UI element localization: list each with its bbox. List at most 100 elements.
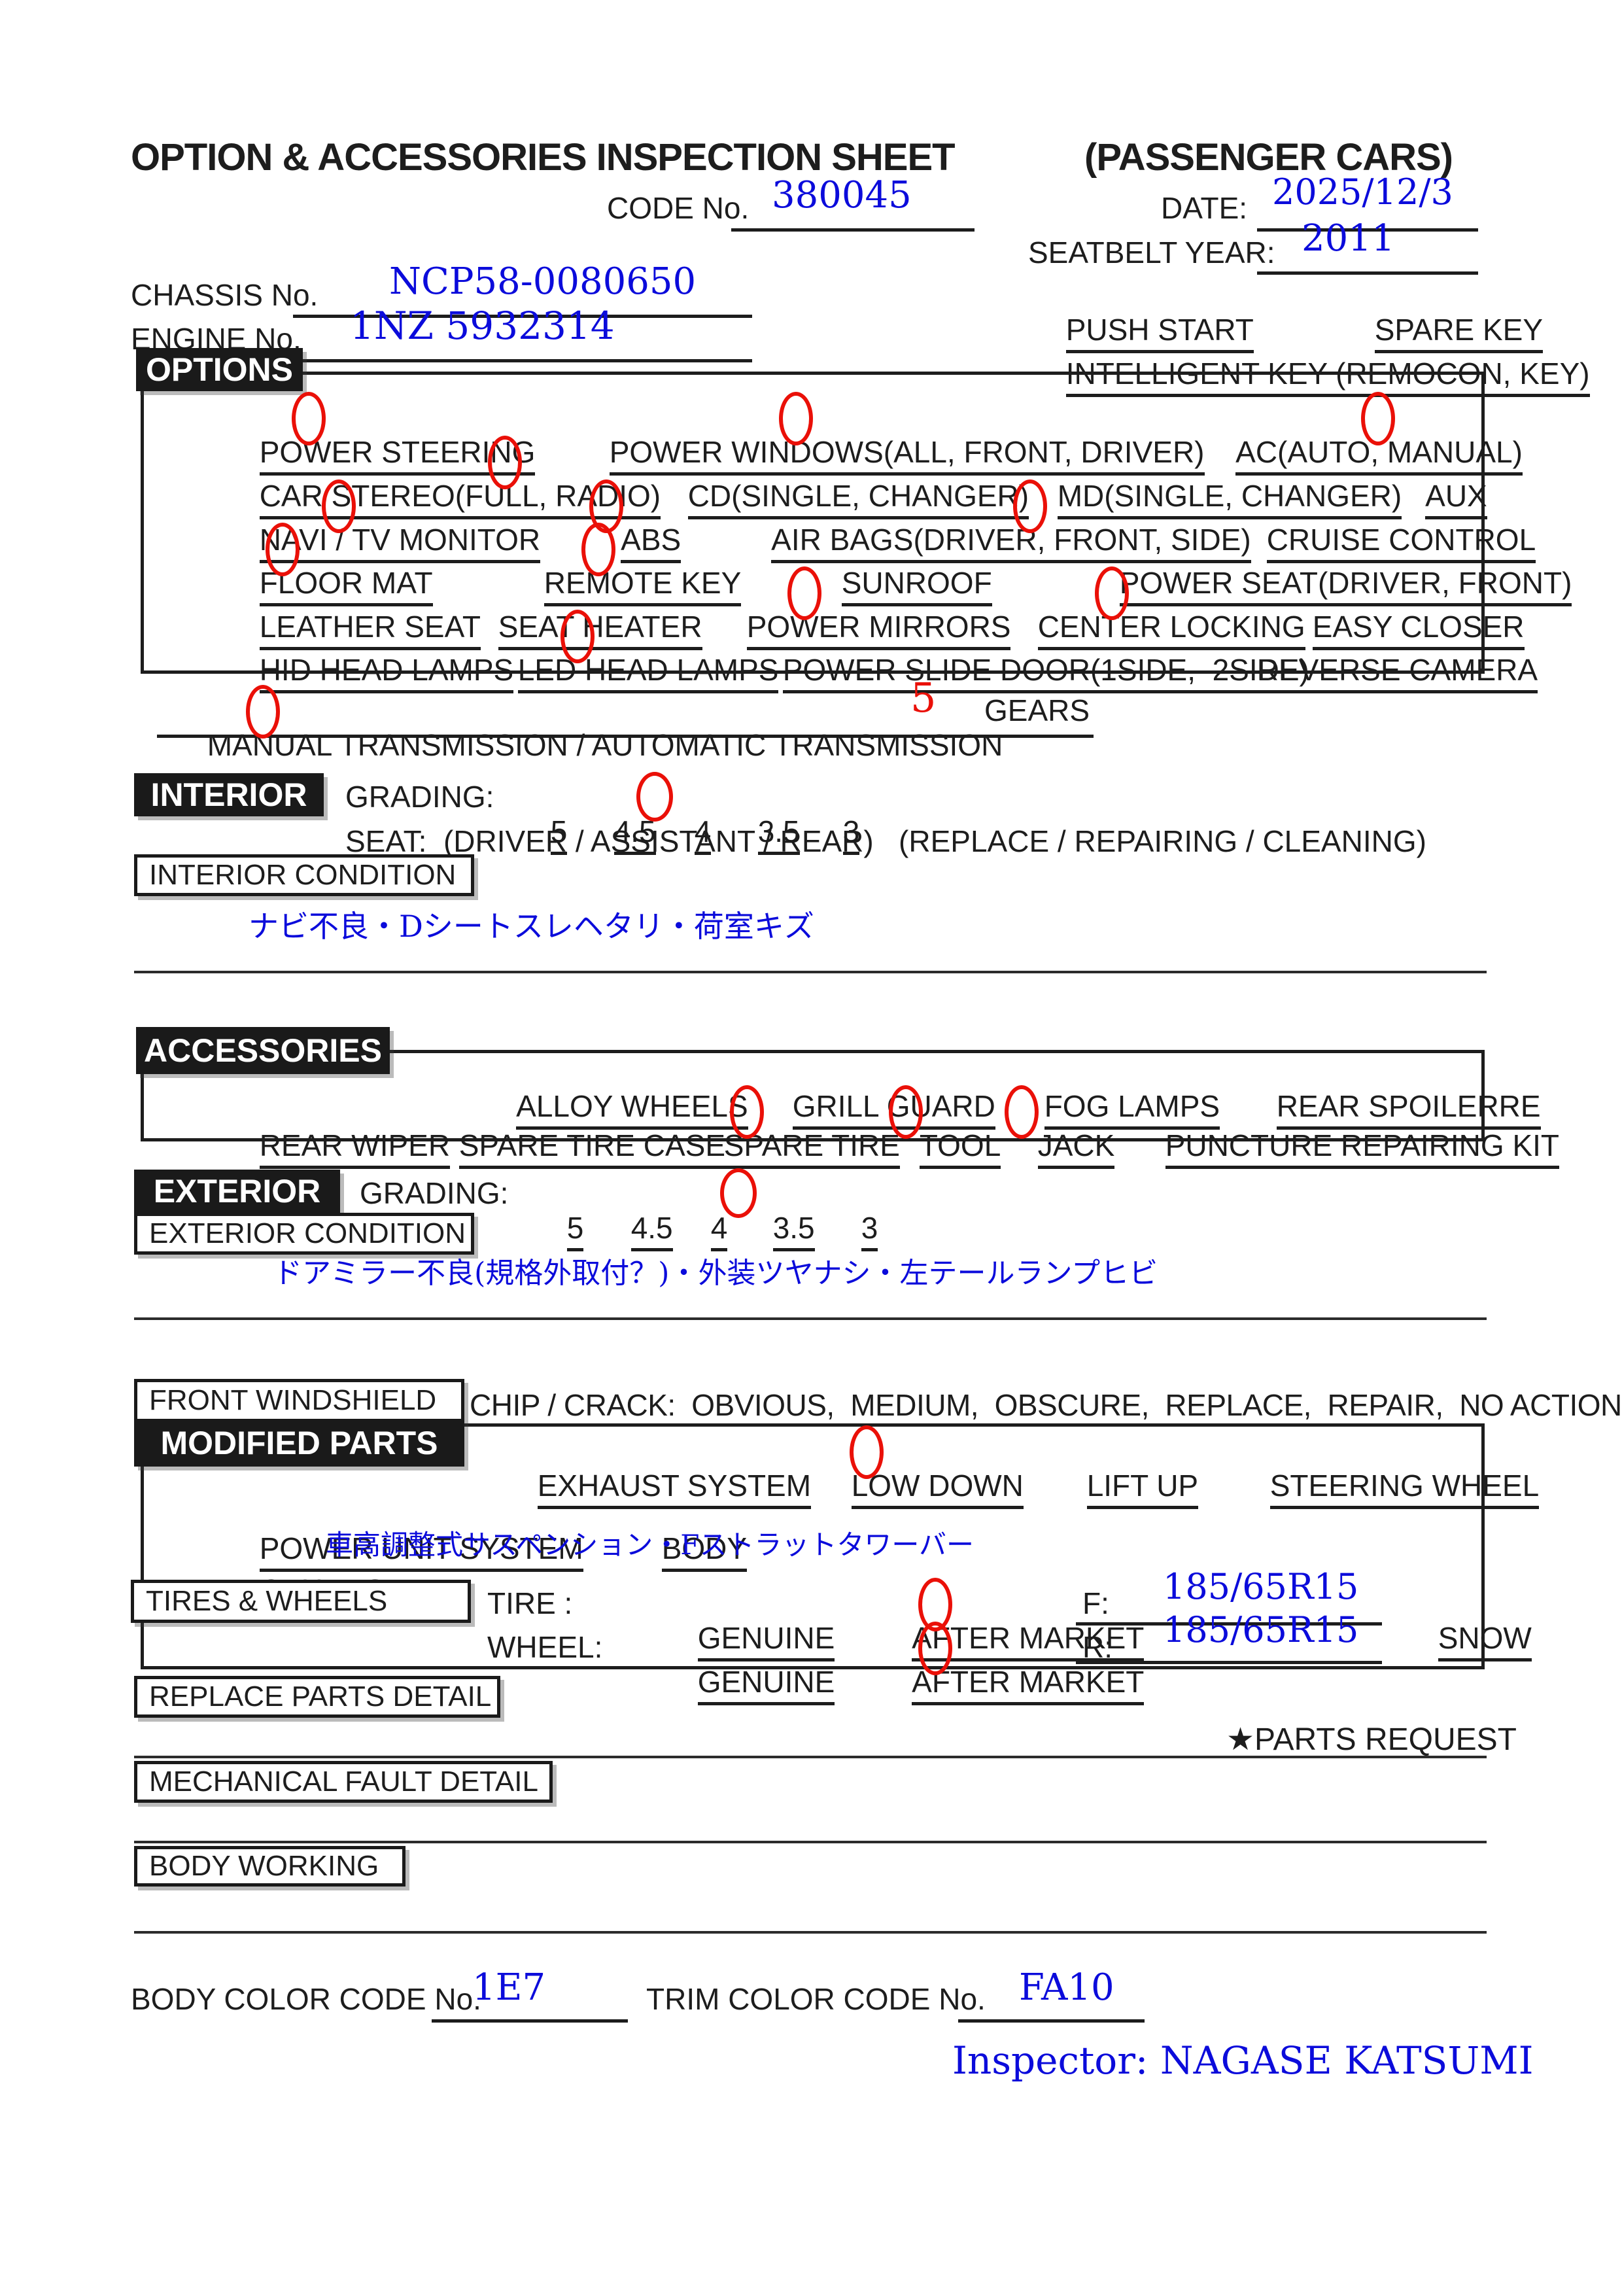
- option-air-bags: AIR BAGS(DRIVER, FRONT, SIDE): [723, 479, 1251, 592]
- modified-label: BODY: [661, 1531, 748, 1572]
- option-power-slide-door: POWER SLIDE DOOR(1SIDE, 2SIDE): [733, 618, 1309, 693]
- option-cd: CD(SINGLE, CHANGER): [638, 444, 1029, 519]
- trim-color-underline: [958, 1982, 1145, 2023]
- modified-label: STEERING WHEEL: [1269, 1468, 1540, 1509]
- body-color-value: 1E7: [472, 1966, 546, 2009]
- option-label: POWER SLIDE DOOR(1SIDE, 2SIDE): [782, 652, 1309, 693]
- option-easy-closer: EASY CLOSER: [1262, 575, 1525, 650]
- option-leather-seat: LEATHER SEAT: [209, 575, 481, 650]
- spare-key-label: SPARE KEY: [1374, 312, 1544, 353]
- section-divider: [134, 1896, 1487, 1934]
- grade-label: 5: [550, 814, 568, 855]
- accessory-label: TOOL: [919, 1128, 1001, 1169]
- grade-label: 4.5: [630, 1210, 673, 1251]
- chassis-underline: [293, 277, 752, 318]
- interior-grade-3-5: 3.5: [708, 780, 800, 855]
- exterior-condition-note: ドアミラー不良(規格外取付？)・外装ツヤナシ・左テールランプヒビ: [273, 1257, 1158, 1290]
- chip-crack-line: CHIP / CRACK: OBVIOUS, MEDIUM, OBSCURE, …: [470, 1388, 1622, 1422]
- option-label: NAVI / TV MONITOR: [259, 522, 541, 563]
- grade-label: 3.5: [757, 814, 800, 855]
- seatbelt-year-label: SEATBELT YEAR:: [1028, 235, 1275, 270]
- modified-others-note: 車高調整式サスペンション・Fストラットタワーバー: [326, 1529, 974, 1561]
- accessory-label: SPARE TIRE: [723, 1128, 900, 1169]
- tire-rear-value: 185/65R15: [1163, 1609, 1359, 1650]
- interior-condition-note: ナビ不良・Dシートスレヘタリ・荷室キズ: [249, 909, 814, 944]
- body-color-underline: [432, 1982, 628, 2023]
- exterior-condition-header: EXTERIOR CONDITION: [134, 1213, 474, 1255]
- grade-label: 3: [842, 814, 860, 855]
- page-title: OPTION & ACCESSORIES INSPECTION SHEET: [131, 136, 956, 179]
- accessory-label: FOG LAMPS: [1044, 1088, 1220, 1130]
- option-label: EASY CLOSER: [1312, 609, 1525, 650]
- accessory-grill-guard: GRILL GUARD: [742, 1054, 995, 1130]
- option-label: POWER WINDOWS(ALL, FRONT, DRIVER): [609, 434, 1205, 476]
- options-box: [141, 372, 1485, 674]
- gears-label: GEARS: [984, 693, 1090, 727]
- accessory-label: PUNCTURE REPAIRING KIT: [1165, 1128, 1559, 1169]
- option-label: AC(AUTO, MANUAL): [1235, 434, 1523, 476]
- gears-value: 5: [910, 674, 937, 722]
- option-power-mirrors: POWER MIRRORS: [697, 566, 1011, 679]
- accessory-rear-spoiler: REAR SPOILERRE: [1226, 1054, 1541, 1130]
- option-cruise-control: CRUISE CONTROL: [1216, 488, 1536, 563]
- tire-after-market: AFTER MARKET: [863, 1578, 1145, 1690]
- option-label: MD(SINGLE, CHANGER): [1057, 478, 1402, 519]
- option-aux: AUX: [1377, 444, 1487, 519]
- option-power-steering: POWER STEERING: [209, 392, 536, 504]
- parts-request-note: ★PARTS REQUEST: [1226, 1722, 1517, 1757]
- tire-genuine-label: GENUINE: [697, 1620, 835, 1661]
- option-label: CRUISE CONTROL: [1266, 522, 1536, 563]
- date-value: 2025/12/3: [1272, 171, 1453, 213]
- accessory-label: SPARE TIRE CASE: [458, 1128, 725, 1169]
- seatbelt-underline: [1257, 234, 1478, 275]
- page-subtitle: (PASSENGER CARS): [1084, 136, 1453, 179]
- option-label: LEATHER SEAT: [259, 609, 481, 650]
- option-hid-head-lamps: HID HEAD LAMPS: [209, 618, 514, 693]
- grade-label: 4: [694, 814, 712, 855]
- modified-label: LIFT UP: [1086, 1468, 1199, 1509]
- code-value: 380045: [772, 174, 912, 217]
- accessory-puncture-kit: PUNCTURE REPAIRING KIT: [1115, 1094, 1559, 1169]
- option-label: REVERSE CAMERA: [1256, 652, 1538, 693]
- tire-front-label: F:: [1082, 1586, 1109, 1620]
- section-divider: [134, 1282, 1487, 1320]
- tire-genuine: GENUINE: [647, 1586, 835, 1661]
- accessory-label: REAR SPOILERRE: [1276, 1088, 1541, 1130]
- option-label: AIR BAGS(DRIVER, FRONT, SIDE): [771, 522, 1251, 563]
- grade-label: 3.5: [772, 1210, 815, 1251]
- tire-rear-label: R:: [1082, 1630, 1113, 1664]
- modified-steering-wheel: STEERING WHEEL: [1220, 1434, 1540, 1509]
- transmission-underline: [157, 697, 1094, 738]
- option-label: POWER SEAT(DRIVER, FRONT): [1119, 565, 1572, 606]
- interior-grading-label: GRADING:: [345, 780, 494, 814]
- modified-label: LOW DOWN: [851, 1468, 1024, 1509]
- accessory-label: JACK: [1037, 1128, 1115, 1169]
- modified-power-unit-system: POWER UNIT SYSTEM: [209, 1497, 583, 1572]
- modified-low-down: LOW DOWN: [801, 1425, 1024, 1538]
- option-md: MD(SINGLE, CHANGER): [1007, 444, 1402, 519]
- options-header: OPTIONS: [136, 348, 303, 391]
- red-circle-mark: [589, 479, 623, 533]
- accessory-alloy-wheels: ALLOY WHEELS: [468, 1054, 748, 1130]
- grade-label: 5: [566, 1210, 584, 1251]
- front-windshield-header: FRONT WINDSHIELD: [134, 1379, 464, 1422]
- push-start-option: PUSH START: [1016, 278, 1254, 353]
- exterior-grade-4: 4: [661, 1176, 728, 1251]
- accessory-rear-wiper: REAR WIPER: [209, 1094, 451, 1169]
- replace-parts-detail-header: REPLACE PARTS DETAIL: [134, 1676, 500, 1718]
- exterior-header: EXTERIOR: [134, 1170, 340, 1213]
- tires-wheels-header: TIRES & WHEELS: [131, 1580, 471, 1623]
- option-label: CD(SINGLE, CHANGER): [687, 478, 1029, 519]
- tire-label: TIRE :: [487, 1586, 573, 1620]
- interior-grade-3: 3: [793, 780, 860, 855]
- push-start-label: PUSH START: [1065, 312, 1254, 353]
- modified-body: BODY: [612, 1497, 748, 1572]
- section-divider: [134, 935, 1487, 973]
- accessory-tool: TOOL: [870, 1085, 1001, 1198]
- body-color-label: BODY COLOR CODE No.: [131, 1982, 481, 2016]
- snow-label: SNOW: [1438, 1620, 1532, 1661]
- section-divider: [134, 1720, 1487, 1758]
- accessory-label: REAR WIPER: [259, 1128, 451, 1169]
- option-label: POWER STEERING: [259, 434, 536, 476]
